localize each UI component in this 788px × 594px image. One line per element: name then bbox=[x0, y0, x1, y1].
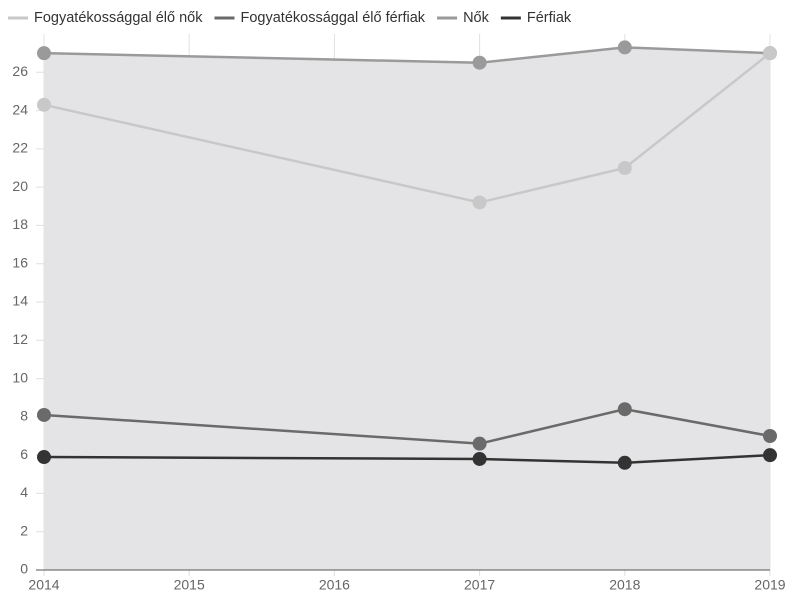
point bbox=[763, 46, 777, 61]
y-tick-label: 18 bbox=[12, 216, 28, 232]
point bbox=[763, 429, 777, 443]
y-tick-label: 0 bbox=[20, 561, 28, 577]
x-tick-label: 2016 bbox=[319, 577, 350, 593]
y-tick-label: 4 bbox=[20, 484, 28, 500]
legend-label: Fogyatékossággal élő férfiak bbox=[240, 10, 425, 26]
point bbox=[472, 55, 487, 70]
y-tick-label: 16 bbox=[12, 254, 28, 270]
point bbox=[37, 97, 51, 112]
series-line bbox=[43, 52, 771, 204]
point bbox=[472, 195, 487, 210]
point bbox=[617, 40, 632, 55]
point bbox=[472, 436, 487, 451]
y-tick-label: 24 bbox=[12, 101, 28, 117]
y-tick-label: 20 bbox=[12, 178, 28, 194]
series-line bbox=[43, 46, 771, 64]
y-tick-label: 2 bbox=[20, 522, 28, 538]
point bbox=[617, 402, 632, 417]
series-line bbox=[43, 407, 771, 445]
point bbox=[37, 450, 51, 465]
y-tick-label: 12 bbox=[12, 331, 28, 347]
legend-label: Fogyatékossággal élő nők bbox=[34, 10, 203, 26]
y-tick-label: 14 bbox=[12, 293, 28, 309]
point bbox=[763, 448, 777, 463]
x-tick-label: 2014 bbox=[28, 577, 59, 593]
y-tick-label: 8 bbox=[20, 408, 28, 424]
area bbox=[44, 47, 770, 570]
point bbox=[37, 46, 51, 61]
y-tick-label: 22 bbox=[12, 140, 28, 156]
y-tick-label: 26 bbox=[12, 63, 28, 79]
x-tick-label: 2019 bbox=[754, 577, 785, 593]
legend: Fogyatékossággal élő nők Fogyatékossággal… bbox=[8, 10, 572, 26]
point bbox=[472, 451, 487, 466]
point bbox=[617, 455, 632, 470]
point bbox=[37, 407, 51, 422]
x-tick-label: 2018 bbox=[609, 577, 640, 593]
legend-label: Férfiak bbox=[527, 10, 572, 26]
y-tick-label: 10 bbox=[12, 369, 28, 385]
x-tick-label: 2015 bbox=[174, 577, 205, 593]
legend-label: Nők bbox=[463, 10, 490, 26]
point bbox=[617, 161, 632, 175]
series-line bbox=[43, 453, 771, 465]
x-tick-label: 2017 bbox=[464, 577, 495, 593]
y-tick-label: 6 bbox=[20, 446, 28, 462]
